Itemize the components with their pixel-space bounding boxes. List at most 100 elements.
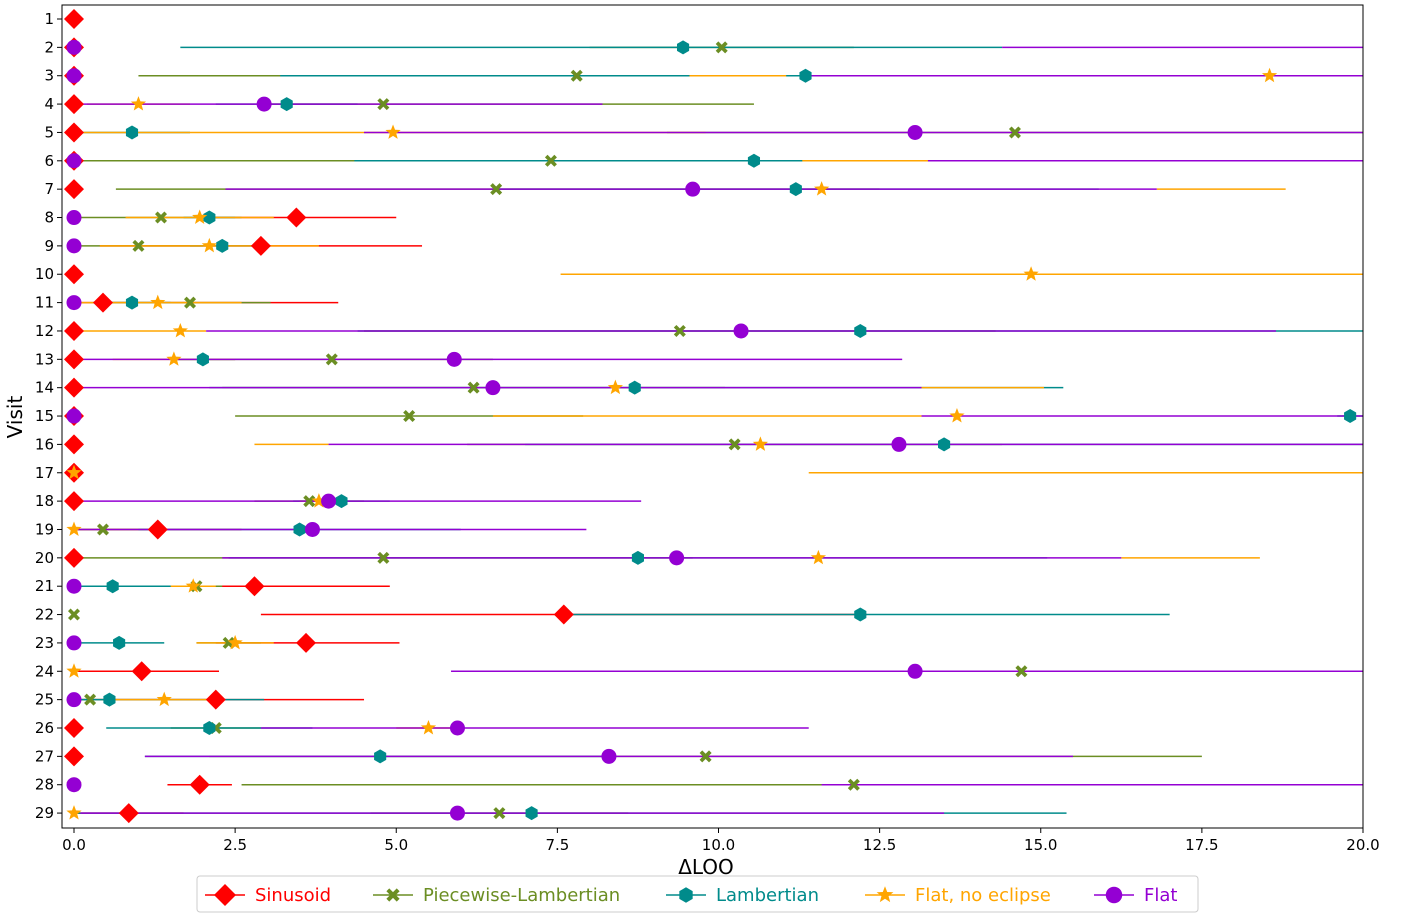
legend-label-piecewise-lambertian: Piecewise-Lambertian bbox=[423, 885, 620, 906]
flat-point-visit-23 bbox=[66, 635, 82, 651]
flat-point-visit-7 bbox=[685, 181, 701, 197]
lambertian-point-visit-15 bbox=[1344, 409, 1357, 424]
flat-no-eclipse-point-visit-20 bbox=[810, 549, 827, 565]
piecewise-lambertian-point-visit-24 bbox=[1015, 665, 1028, 678]
flat-no-eclipse-point-visit-13 bbox=[166, 351, 182, 366]
y-tick-label: 11 bbox=[35, 294, 54, 312]
flat-point-visit-24 bbox=[907, 663, 923, 679]
legend-marker-piecewise-lambertian bbox=[386, 888, 400, 902]
flat-point-visit-4 bbox=[256, 96, 272, 112]
y-tick-label: 3 bbox=[44, 67, 54, 85]
legend-marker-flat-no-eclipse bbox=[876, 886, 894, 903]
flat-point-visit-21 bbox=[66, 578, 82, 594]
piecewise-lambertian-point-visit-11 bbox=[184, 296, 197, 309]
flat-point-visit-2 bbox=[66, 39, 82, 55]
flat-point-visit-19 bbox=[304, 521, 320, 537]
piecewise-lambertian-point-visit-29 bbox=[493, 807, 506, 820]
legend-marker-sinusoid bbox=[214, 884, 236, 906]
flat-no-eclipse-point-visit-9 bbox=[201, 237, 217, 253]
y-tick-label: 25 bbox=[35, 691, 54, 709]
flat-point-visit-3 bbox=[66, 68, 82, 84]
legend-box bbox=[196, 875, 1199, 913]
lambertian-point-visit-22 bbox=[854, 607, 867, 622]
piecewise-lambertian-point-visit-7 bbox=[490, 183, 503, 196]
sinusoid-point-visit-8 bbox=[286, 207, 307, 228]
flat-point-visit-15 bbox=[66, 408, 82, 424]
x-tick-label: 17.5 bbox=[1185, 836, 1218, 854]
flat-point-visit-9 bbox=[66, 238, 82, 254]
flat-no-eclipse-point-visit-5 bbox=[385, 124, 401, 139]
flat-point-visit-29 bbox=[449, 805, 465, 821]
flat-point-visit-5 bbox=[907, 124, 923, 140]
sinusoid-point-visit-10 bbox=[64, 264, 84, 285]
lambertian-point-visit-27 bbox=[374, 749, 387, 764]
sinusoid-point-visit-29 bbox=[118, 803, 139, 824]
y-tick-label: 22 bbox=[35, 606, 54, 624]
y-tick-label: 16 bbox=[35, 435, 54, 453]
piecewise-lambertian-point-visit-13 bbox=[325, 353, 338, 366]
flat-point-visit-18 bbox=[321, 493, 337, 509]
lambertian-point-visit-4 bbox=[280, 97, 293, 112]
y-tick-label: 27 bbox=[35, 747, 54, 765]
y-tick-label: 26 bbox=[35, 719, 54, 737]
x-tick-label: 20.0 bbox=[1346, 836, 1379, 854]
y-tick-label: 20 bbox=[35, 549, 54, 567]
lambertian-point-visit-23 bbox=[113, 635, 126, 650]
lambertian-point-visit-6 bbox=[747, 153, 761, 168]
lambertian-point-visit-19 bbox=[293, 522, 306, 537]
sinusoid-point-visit-26 bbox=[64, 718, 84, 738]
x-tick-label: 10.0 bbox=[702, 836, 735, 854]
piecewise-lambertian-point-visit-3 bbox=[570, 69, 583, 82]
sinusoid-point-visit-19 bbox=[147, 519, 168, 540]
y-tick-label: 1 bbox=[44, 10, 54, 28]
piecewise-lambertian-point-visit-8 bbox=[155, 211, 168, 224]
plot-area bbox=[61, 4, 1364, 829]
lambertian-point-visit-8 bbox=[203, 210, 216, 225]
y-tick-label: 19 bbox=[35, 520, 54, 538]
y-tick-label: 5 bbox=[44, 123, 54, 141]
y-tick-label: 9 bbox=[44, 237, 54, 255]
legend-label-flat: Flat bbox=[1144, 885, 1177, 906]
flat-no-eclipse-point-visit-17 bbox=[66, 464, 82, 480]
y-axis: 1234567891011121314151617181920212223242… bbox=[35, 10, 62, 822]
flat-point-visit-27 bbox=[601, 748, 617, 764]
lambertian-point-visit-7 bbox=[789, 182, 802, 197]
legend-label-sinusoid: Sinusoid bbox=[255, 885, 331, 906]
flat-no-eclipse-point-visit-26 bbox=[420, 720, 437, 735]
sinusoid-point-visit-24 bbox=[131, 661, 152, 682]
legend-marker-flat bbox=[1105, 886, 1123, 904]
lambertian-point-visit-3 bbox=[799, 68, 812, 83]
flat-point-visit-6 bbox=[66, 153, 82, 169]
lambertian-point-visit-16 bbox=[938, 437, 951, 452]
x-tick-label: 5.0 bbox=[384, 836, 408, 854]
y-tick-label: 23 bbox=[35, 634, 54, 652]
flat-no-eclipse-point-visit-10 bbox=[1023, 266, 1039, 281]
x-tick-label: 0.0 bbox=[62, 836, 86, 854]
x-tick-label: 15.0 bbox=[1024, 836, 1057, 854]
y-tick-label: 4 bbox=[44, 95, 54, 113]
y-tick-label: 28 bbox=[35, 776, 54, 794]
y-tick-label: 8 bbox=[44, 209, 54, 227]
legend-marker-lambertian bbox=[679, 887, 693, 903]
lambertian-point-visit-26 bbox=[203, 721, 216, 735]
flat-point-visit-12 bbox=[733, 323, 749, 339]
sinusoid-point-visit-11 bbox=[93, 292, 114, 313]
lambertian-point-visit-14 bbox=[628, 380, 641, 395]
y-tick-label: 6 bbox=[44, 152, 54, 170]
y-tick-label: 12 bbox=[35, 322, 54, 340]
legend-label-flat-no-eclipse: Flat, no eclipse bbox=[915, 885, 1051, 906]
lambertian-point-visit-29 bbox=[525, 806, 538, 821]
lambertian-point-visit-11 bbox=[125, 295, 139, 310]
flat-no-eclipse-point-visit-7 bbox=[814, 181, 830, 196]
flat-no-eclipse-point-visit-12 bbox=[172, 322, 188, 338]
lambertian-point-visit-12 bbox=[854, 323, 867, 338]
flat-no-eclipse-point-visit-4 bbox=[130, 96, 147, 111]
sinusoid-point-visit-28 bbox=[189, 774, 210, 795]
sinusoid-point-visit-22 bbox=[553, 604, 574, 625]
flat-no-eclipse-point-visit-15 bbox=[949, 408, 965, 423]
flat-no-eclipse-point-visit-8 bbox=[192, 209, 208, 224]
piecewise-lambertian-point-visit-22 bbox=[68, 608, 80, 621]
flat-no-eclipse-point-visit-29 bbox=[66, 805, 82, 820]
lambertian-point-visit-18 bbox=[335, 494, 348, 509]
x-axis-label: ΔLOO bbox=[678, 855, 734, 879]
